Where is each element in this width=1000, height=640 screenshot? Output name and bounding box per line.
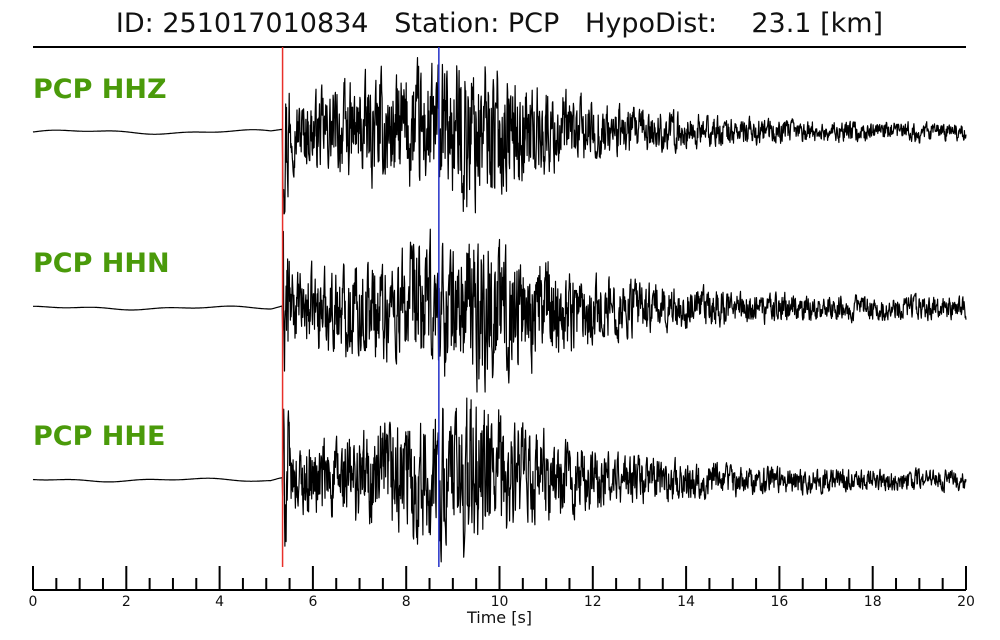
x-tick-label: 12	[584, 594, 602, 610]
x-tick-label: 0	[29, 594, 38, 610]
x-tick-label: 18	[864, 594, 882, 610]
chart-title: ID: 251017010834 Station: PCP HypoDist: …	[115, 8, 884, 39]
x-axis-title: Time [s]	[466, 608, 532, 627]
channel-label-hhn: PCP HHN	[33, 248, 170, 279]
channel-label-hhe: PCP HHE	[33, 421, 166, 452]
x-tick-label: 10	[491, 594, 509, 610]
waveform-pcp-hhe	[32, 397, 967, 563]
x-tick-label: 16	[770, 594, 788, 610]
x-tick-label: 4	[215, 594, 224, 610]
waveform-pcp-hhz	[32, 57, 967, 215]
time-axis: 0 2 4 6 8 10 12 14 16 18 20	[29, 566, 975, 610]
waveform-pcp-hhn	[32, 228, 967, 393]
channel-label-hhz: PCP HHZ	[33, 74, 167, 105]
x-tick-label: 8	[402, 594, 411, 610]
x-tick-label: 14	[677, 594, 695, 610]
x-tick-label: 2	[122, 594, 131, 610]
title-divider	[33, 46, 966, 48]
traces-group	[32, 57, 967, 563]
x-tick-label: 6	[308, 594, 317, 610]
x-tick-label: 20	[957, 594, 975, 610]
picks-group	[281, 47, 440, 567]
